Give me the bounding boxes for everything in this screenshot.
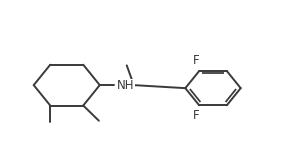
Text: F: F (193, 109, 200, 122)
Text: NH: NH (117, 79, 134, 92)
Text: F: F (193, 54, 200, 67)
